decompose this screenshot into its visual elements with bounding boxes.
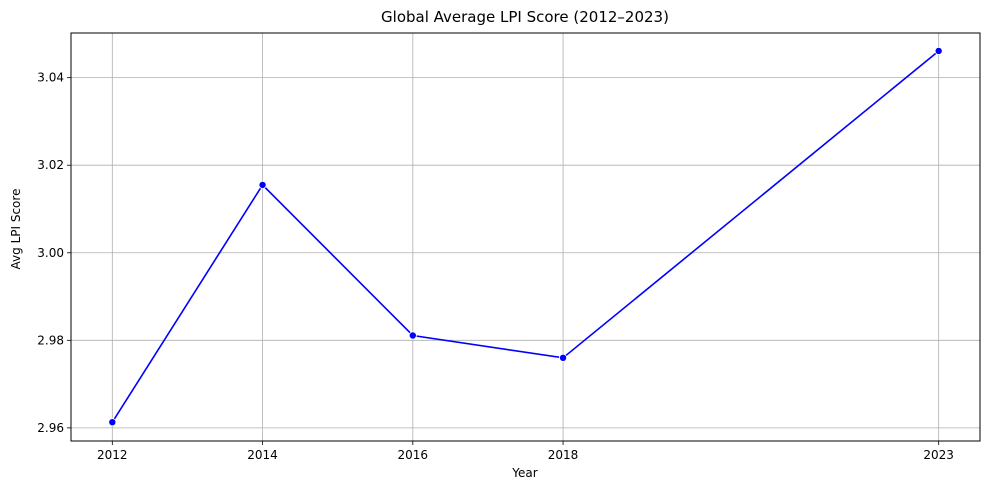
- x-tick-label: 2016: [398, 448, 429, 462]
- y-tick-label: 2.96: [37, 421, 64, 435]
- y-axis-ticks: 2.96 2.98 3.00 3.02 3.04: [37, 71, 71, 435]
- y-axis-label: Avg LPI Score: [9, 189, 23, 270]
- data-point: [934, 46, 943, 55]
- data-point: [408, 331, 417, 340]
- chart-title: Global Average LPI Score (2012–2023): [381, 8, 669, 26]
- x-tick-label: 2023: [923, 448, 954, 462]
- series-line: [111, 50, 940, 423]
- data-point: [258, 180, 267, 189]
- x-axis-ticks: 2012 2014 2016 2018 2023: [97, 441, 954, 462]
- y-tick-label: 2.98: [37, 333, 64, 347]
- series-markers: [108, 46, 943, 427]
- series-line-group: [111, 50, 940, 423]
- y-tick-label: 3.00: [37, 246, 64, 260]
- x-tick-label: 2018: [548, 448, 579, 462]
- x-axis-label: Year: [511, 466, 537, 480]
- x-tick-label: 2014: [247, 448, 278, 462]
- data-point: [559, 353, 568, 362]
- y-tick-label: 3.04: [37, 71, 64, 85]
- grid: [71, 33, 980, 441]
- y-tick-label: 3.02: [37, 158, 64, 172]
- plot-frame: [70, 32, 981, 442]
- x-tick-label: 2012: [97, 448, 128, 462]
- data-point: [108, 418, 117, 427]
